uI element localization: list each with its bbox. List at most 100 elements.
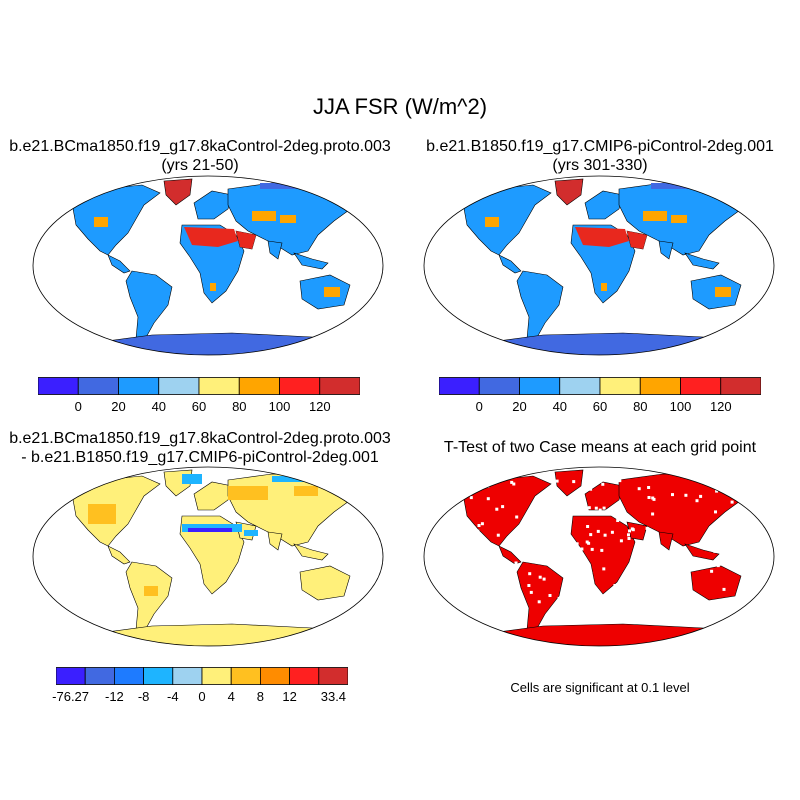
colorbar-swatch-6 — [680, 377, 722, 395]
colorbar-swatch-2 — [114, 667, 145, 685]
southAmerica-landmass — [516, 270, 564, 342]
map-diff — [32, 466, 384, 647]
colorbar-tick-label: 20 — [512, 399, 527, 414]
colorbar-swatch-4 — [198, 377, 240, 395]
greenland-landmass — [554, 469, 584, 497]
india-landmass — [267, 240, 283, 260]
colorbar-swatch-8 — [289, 667, 320, 685]
colorbar-swatch-4 — [599, 377, 641, 395]
colorbar-tick-label: 40 — [151, 399, 167, 414]
negative-anomaly-1 — [244, 530, 258, 536]
colorbar-tick-label: 120 — [709, 399, 732, 414]
colorbar-swatch-6 — [279, 377, 321, 395]
colorbar-swatch-1 — [77, 377, 119, 395]
colorbar-swatch-9 — [318, 667, 348, 685]
figure-title: JJA FSR (W/m^2) — [312, 94, 488, 119]
colorbar-swatch-6 — [230, 667, 261, 685]
southAmerica-landmass — [125, 270, 173, 342]
centralAmerica-landmass — [107, 545, 131, 565]
non-significant-cells — [465, 476, 739, 608]
panel-case1-title-line2: (yrs 21-50) — [161, 157, 239, 174]
sahara-high-fsr — [575, 227, 629, 247]
colorbar-swatch-4 — [172, 667, 203, 685]
significance-note: Cells are significant at 0.1 level — [510, 680, 690, 695]
northAmerica-landmass — [462, 475, 552, 547]
panel-case2-title-line2: (yrs 301-330) — [552, 157, 648, 174]
panel-ttest-title-line1: T-Test of two Case means at each grid po… — [443, 439, 757, 456]
panel-case2-title-line1: b.e21.B1850.f19_g17.CMIP6-piControl-2deg… — [426, 138, 774, 155]
arid-region-1 — [643, 211, 667, 221]
colorbar-swatch-3 — [559, 377, 601, 395]
arid-region-4 — [324, 287, 340, 297]
colorbar-tick-label: -8 — [137, 689, 150, 704]
colorbar-tick-label: 0 — [198, 689, 206, 704]
arabia-high-fsr — [627, 231, 647, 249]
europe-landmass — [584, 481, 624, 511]
southAmerica-landmass — [125, 561, 173, 633]
colorbar-swatch-2 — [118, 377, 160, 395]
colorbar-tick-label: 80 — [232, 399, 247, 414]
arid-region-0 — [485, 217, 499, 227]
colorbar-tick-label: 20 — [111, 399, 126, 414]
arid-region-1 — [252, 211, 276, 221]
map-case2 — [423, 175, 775, 356]
positive-anomaly-3 — [294, 486, 318, 496]
colorbar-swatch-3 — [158, 377, 200, 395]
colorbar-swatch-5 — [238, 377, 280, 395]
greenland-landmass — [554, 178, 584, 206]
colorbar-swatch-7 — [319, 377, 360, 395]
colorbar-tick-label: 60 — [191, 399, 207, 414]
centralAmerica-landmass — [498, 254, 522, 274]
colorbar-swatch-0 — [38, 377, 79, 395]
colorbar-tick-label: 33.4 — [320, 689, 347, 704]
arid-region-2 — [280, 215, 296, 223]
india-landmass — [658, 531, 674, 551]
colorbar-swatch-1 — [84, 667, 115, 685]
map-ttest — [423, 466, 775, 647]
sahara-high-fsr — [184, 227, 238, 247]
colorbar-swatch-3 — [143, 667, 174, 685]
arabia-high-fsr — [236, 231, 256, 249]
seAsia-landmass — [293, 252, 329, 270]
colorbar-tick-label: -4 — [167, 689, 179, 704]
colorbar-case2 — [439, 377, 761, 395]
colorbar-swatch-0 — [56, 667, 86, 685]
africa-landmass — [570, 515, 636, 595]
arid-region-2 — [671, 215, 687, 223]
india-landmass — [658, 240, 674, 260]
colorbar-swatch-7 — [720, 377, 761, 395]
seAsia-landmass — [293, 543, 329, 561]
colorbar-tick-label: 120 — [308, 399, 331, 414]
positive-anomaly-1 — [228, 486, 268, 500]
panel-title-case2: b.e21.B1850.f19_g17.CMIP6-piControl-2deg… — [400, 137, 800, 175]
arid-region-3 — [601, 283, 607, 291]
positive-anomaly-0 — [88, 504, 116, 524]
colorbar-swatch-7 — [259, 667, 290, 685]
colorbar-tick-label: 8 — [256, 689, 265, 704]
colorbar-case1 — [38, 377, 360, 395]
seAsia-landmass — [684, 543, 720, 561]
india-landmass — [267, 531, 283, 551]
colorbar-tick-label: 80 — [633, 399, 648, 414]
positive-anomaly-2 — [144, 586, 158, 596]
colorbar-swatch-2 — [519, 377, 561, 395]
colorbar-tick-label: 100 — [669, 399, 692, 414]
negative-anomaly-3 — [272, 476, 312, 482]
southAmerica-landmass — [516, 561, 564, 633]
panel-title-diff: b.e21.BCma1850.f19_g17.8kaControl-2deg.p… — [0, 429, 400, 467]
colorbar-swatch-5 — [201, 667, 232, 685]
arid-region-4 — [715, 287, 731, 297]
colorbar-tick-label: 60 — [592, 399, 608, 414]
europe-landmass — [193, 190, 233, 220]
greenland-landmass — [163, 178, 193, 206]
colorbar-tick-label: -12 — [104, 689, 124, 704]
panel-diff-title-line1: b.e21.BCma1850.f19_g17.8kaControl-2deg.p… — [9, 430, 391, 447]
colorbar-case2-labels: 0 20 40 60 80 100 120 — [439, 399, 761, 415]
colorbar-swatch-5 — [639, 377, 681, 395]
australia-landmass — [690, 565, 742, 601]
colorbar-tick-label: 4 — [227, 689, 235, 704]
northAmerica-landmass — [71, 184, 161, 256]
colorbar-tick-label: 40 — [552, 399, 568, 414]
australia-landmass — [299, 565, 351, 601]
colorbar-swatch-0 — [439, 377, 480, 395]
